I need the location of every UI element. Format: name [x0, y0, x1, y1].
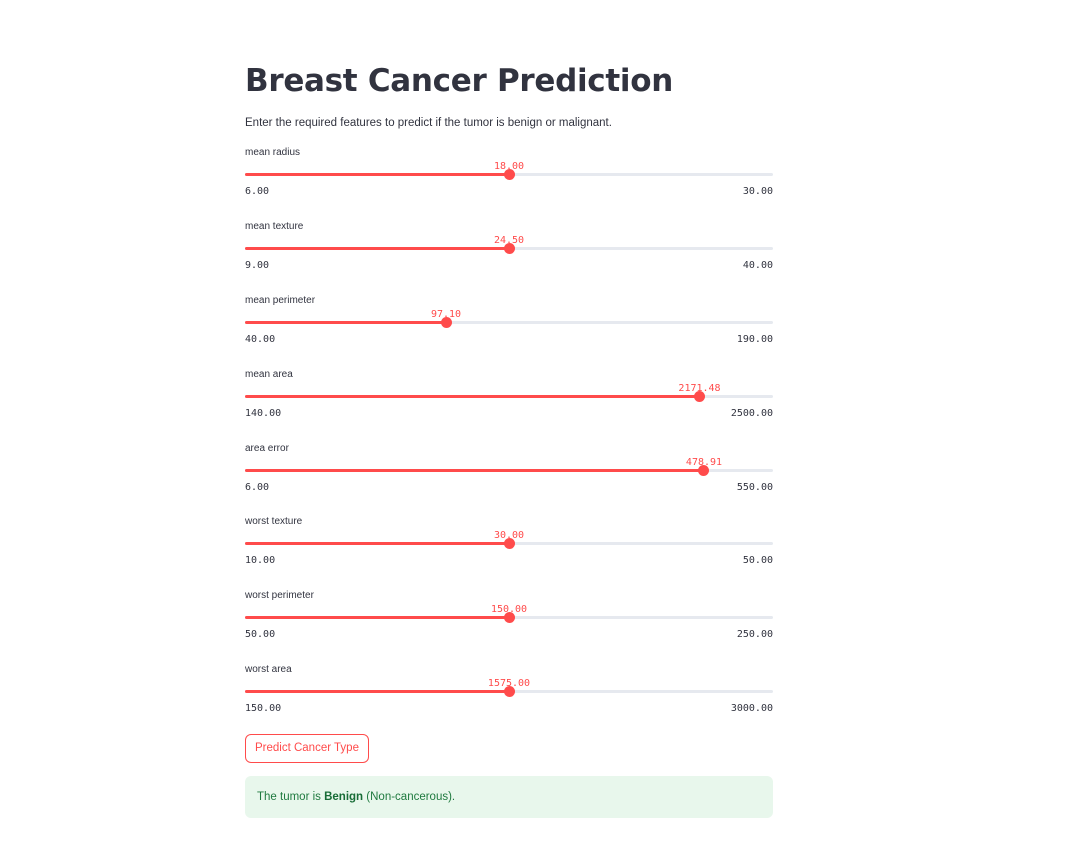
slider-track[interactable]	[245, 465, 773, 476]
slider-track[interactable]	[245, 538, 773, 549]
page-title: Breast Cancer Prediction	[245, 63, 673, 99]
slider-thumb[interactable]	[698, 465, 710, 476]
predict-button[interactable]: Predict Cancer Type	[245, 734, 369, 763]
slider-mean-texture[interactable]: mean texture 24.50 9.00 40.00	[245, 220, 773, 282]
slider-track[interactable]	[245, 391, 773, 402]
slider-label: area error	[245, 443, 289, 454]
slider-max-value: 550.00	[736, 482, 773, 493]
slider-track[interactable]	[245, 686, 773, 697]
slider-label: worst texture	[245, 516, 303, 527]
slider-mean-perimeter[interactable]: mean perimeter 97.10 40.00 190.00	[245, 294, 773, 356]
slider-fill	[245, 395, 700, 398]
slider-fill	[245, 173, 509, 176]
slider-fill	[245, 247, 509, 250]
slider-track[interactable]	[245, 612, 773, 623]
slider-label: mean perimeter	[245, 295, 316, 306]
slider-label: mean radius	[245, 147, 301, 158]
slider-max-value: 40.00	[742, 260, 773, 271]
slider-worst-perimeter[interactable]: worst perimeter 150.00 50.00 250.00	[245, 589, 773, 651]
slider-fill	[245, 616, 509, 619]
slider-mean-area[interactable]: mean area 2171.48 140.00 2500.00	[245, 368, 773, 430]
slider-fill	[245, 469, 704, 472]
slider-max-value: 2500.00	[730, 408, 773, 419]
slider-min-value: 6.00	[245, 482, 270, 493]
slider-value: 24.50	[493, 235, 525, 246]
slider-thumb[interactable]	[503, 686, 515, 697]
slider-thumb[interactable]	[503, 243, 515, 254]
slider-value: 478.91	[685, 457, 723, 468]
slider-label: mean area	[245, 369, 293, 380]
slider-value: 2171.48	[678, 383, 721, 394]
slider-label: worst perimeter	[245, 590, 314, 601]
result-prefix: The tumor is	[257, 791, 325, 803]
slider-min-value: 10.00	[245, 555, 276, 566]
slider-min-value: 140.00	[245, 408, 282, 419]
slider-value: 30.00	[493, 530, 525, 541]
slider-value: 150.00	[490, 604, 528, 615]
slider-fill	[245, 690, 509, 693]
slider-min-value: 50.00	[245, 629, 276, 640]
slider-track[interactable]	[245, 169, 773, 180]
slider-track[interactable]	[245, 243, 773, 254]
slider-fill	[245, 321, 446, 324]
slider-thumb[interactable]	[503, 612, 515, 623]
slider-label: worst area	[245, 664, 292, 675]
slider-mean-radius[interactable]: mean radius 18.00 6.00 30.00	[245, 146, 773, 208]
slider-worst-area[interactable]: worst area 1575.00 150.00 3000.00	[245, 663, 773, 725]
slider-min-value: 6.00	[245, 186, 270, 197]
slider-thumb[interactable]	[503, 169, 515, 180]
slider-thumb[interactable]	[503, 538, 515, 549]
slider-min-value: 150.00	[245, 703, 282, 714]
slider-label: mean texture	[245, 221, 304, 232]
slider-max-value: 190.00	[736, 334, 773, 345]
slider-track[interactable]	[245, 317, 773, 328]
page-description: Enter the required features to predict i…	[245, 117, 612, 129]
slider-thumb[interactable]	[440, 317, 452, 328]
slider-max-value: 3000.00	[730, 703, 773, 714]
slider-max-value: 250.00	[736, 629, 773, 640]
slider-value: 1575.00	[487, 678, 531, 689]
slider-max-value: 50.00	[742, 555, 773, 566]
slider-max-value: 30.00	[742, 186, 773, 197]
result-diagnosis: Benign	[324, 791, 364, 803]
slider-min-value: 40.00	[245, 334, 276, 345]
slider-value: 18.00	[493, 161, 525, 172]
slider-min-value: 9.00	[245, 260, 270, 271]
slider-worst-texture[interactable]: worst texture 30.00 10.00 50.00	[245, 515, 773, 577]
slider-area-error[interactable]: area error 478.91 6.00 550.00	[245, 442, 773, 504]
slider-fill	[245, 542, 509, 545]
slider-thumb[interactable]	[694, 391, 705, 402]
slider-value: 97.10	[430, 309, 462, 320]
result-suffix: (Non-cancerous).	[363, 791, 456, 803]
result-success-alert: The tumor is Benign (Non-cancerous).	[245, 776, 773, 818]
